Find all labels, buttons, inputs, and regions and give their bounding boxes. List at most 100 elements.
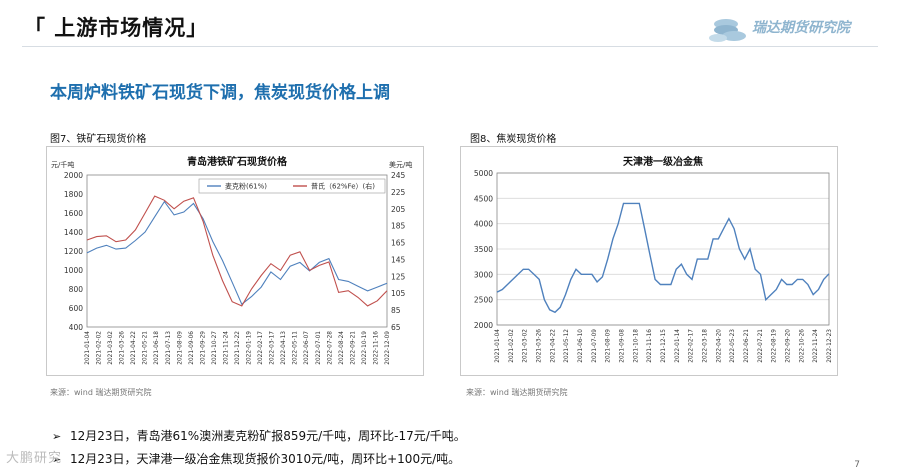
x-tick-label: 2021-09-06 [189,331,195,365]
series-line-1 [496,202,830,314]
legend-box [198,178,386,194]
y2-tick-label: 165 [391,239,406,248]
plot-area [496,172,830,326]
y-tick-label: 400 [69,323,84,332]
y2-tick-label: 85 [391,306,401,315]
iron-ore-chart: 400 600 800 1000 1200 1400 1600 1800 2000 65 85 105… [51,155,412,365]
x-tick-label: 2021-10-18 [633,329,639,363]
x-tick-label: 2022-03-17 [270,331,276,365]
y2-tick-label: 185 [391,222,406,231]
x-tick-label: 2022-05-23 [730,329,736,363]
bullet-text: 12月23日，天津港一级冶金焦现货报价3010元/吨，周环比+100元/吨。 [70,452,461,466]
x-tick-label: 2021-03-26 [120,331,126,365]
x-tick-label: 2021-02-02 [97,331,103,365]
x-tick-label: 2022-04-13 [281,331,287,365]
y-tick-label: 1600 [64,209,83,218]
logo-text: 瑞达期货研究院 [752,20,850,36]
y-tick-label: 600 [69,304,84,313]
x-tick-label: 2022-07-21 [758,329,764,363]
y2-tick-label: 105 [391,289,406,298]
x-tick-label: 2022-01-14 [675,329,681,363]
coke-chart-frame: 2000 2500 3000 3500 4000 4500 5000 2021-01-04 20… [460,146,838,376]
x-tick-label: 2021-09-29 [200,331,206,365]
x-tick-label: 2022-10-26 [799,329,805,363]
y-tick-label: 1800 [64,190,83,199]
x-tick-label: 2021-12-15 [661,329,667,363]
y2-tick-label: 245 [391,171,406,180]
chart-title: 天津港一级冶金焦 [623,155,703,168]
y-tick-label: 4500 [474,194,493,203]
bullet-item: ➢ 12月23日，青岛港61%澳洲麦克粉矿报859元/千吨，周环比-17元/千吨。 [52,427,466,444]
x-tick-label: 2022-09-21 [350,331,356,365]
header-divider [22,46,878,47]
x-tick-label: 2021-08-09 [177,331,183,365]
x-tick-label: 2022-02-17 [689,329,695,363]
y-tick-label: 1200 [64,247,83,256]
coke-chart: 2000 2500 3000 3500 4000 4500 5000 2021-01-04 20… [474,155,833,363]
x-tick-label: 2021-04-22 [550,329,556,363]
x-tick-label: 2022-11-24 [813,329,819,363]
logo-coins-icon [709,19,746,42]
y2-tick-label: 225 [391,188,406,197]
right-unit-label: 美元/吨 [389,160,412,169]
page-title: 「 上游市场情况」 [24,16,209,40]
x-tick-label: 2022-02-17 [258,331,264,365]
y-tick-label: 2500 [474,296,493,305]
x-tick-label: 2022-04-20 [716,329,722,363]
x-tick-label: 2022-03-18 [703,329,709,363]
x-tick-label: 2021-09-08 [620,329,626,363]
x-tick-label: 2022-08-19 [772,329,778,363]
iron-ore-chart-frame: 400 600 800 1000 1200 1400 1600 1800 2000 65 85 105… [46,146,424,376]
x-tick-label: 2022-08-24 [339,331,345,365]
x-tick-label: 2021-06-18 [154,331,160,365]
x-tick-label: 2021-03-02 [108,331,114,365]
legend-label: 麦克粉(61%) [225,182,267,191]
x-tick-label: 2021-01-04 [495,329,501,363]
y-tick-label: 3500 [474,245,493,254]
y-tick-label: 2000 [64,171,83,180]
x-tick-label: 2021-06-10 [578,329,584,363]
x-tick-label: 2021-05-21 [143,331,149,365]
x-tick-label: 2022-07-01 [316,331,322,365]
x-tick-label: 2022-09-20 [786,329,792,363]
bullet-item: ➢ 12月23日，天津港一级冶金焦现货报价3010元/吨，周环比+100元/吨。 [52,450,460,467]
x-tick-label: 2021-10-27 [212,331,218,365]
y2-tick-label: 145 [391,255,406,264]
y-tick-label: 5000 [474,169,493,178]
x-tick-label: 2021-01-04 [85,331,91,365]
figure-8-source: 来源：wind 瑞达期货研究院 [466,388,568,397]
x-tick-label: 2022-05-11 [293,331,299,365]
y-tick-label: 2000 [474,321,493,330]
page-number: 7 [854,460,860,470]
series-line-2 [86,195,388,307]
y-tick-label: 4000 [474,220,493,229]
x-tick-label: 2021-11-16 [647,329,653,363]
x-tick-label: 2021-04-22 [131,331,137,365]
x-tick-label: 2022-07-28 [327,331,333,365]
section-subtitle: 本周炉料铁矿石现货下调，焦炭现货价格上调 [50,83,390,103]
x-tick-label: 2021-02-02 [509,329,515,363]
x-tick-label: 2022-12-09 [385,331,391,365]
y-tick-label: 3000 [474,270,493,279]
x-tick-label: 2021-12-22 [235,331,241,365]
y-tick-label: 1000 [64,266,83,275]
arrow-bullet-icon: ➢ [52,430,62,443]
x-tick-label: 2021-07-13 [166,331,172,365]
y-tick-label: 800 [69,285,84,294]
x-tick-label: 2022-11-16 [373,331,379,365]
y-tick-label: 1400 [64,228,83,237]
plot-area [86,174,388,328]
x-tick-label: 2022-06-07 [304,331,310,365]
figure-7-source: 来源：wind 瑞达期货研究院 [50,388,152,397]
x-tick-label: 2021-11-24 [223,331,229,365]
watermark: 大鹏研究 [6,451,63,466]
figure-8-label: 图8、焦炭现货价格 [470,134,557,145]
legend-label: 普氏（62%Fe）(右) [311,182,375,191]
y2-tick-label: 125 [391,272,406,281]
y2-tick-label: 65 [391,323,401,332]
x-tick-label: 2021-03-26 [537,329,543,363]
arrow-bullet-icon: ➢ [52,453,62,466]
x-tick-label: 2021-03-02 [523,329,529,363]
bullet-text: 12月23日，青岛港61%澳洲麦克粉矿报859元/千吨，周环比-17元/千吨。 [70,429,466,443]
figure-7-label: 图7、铁矿石现货价格 [50,134,147,145]
